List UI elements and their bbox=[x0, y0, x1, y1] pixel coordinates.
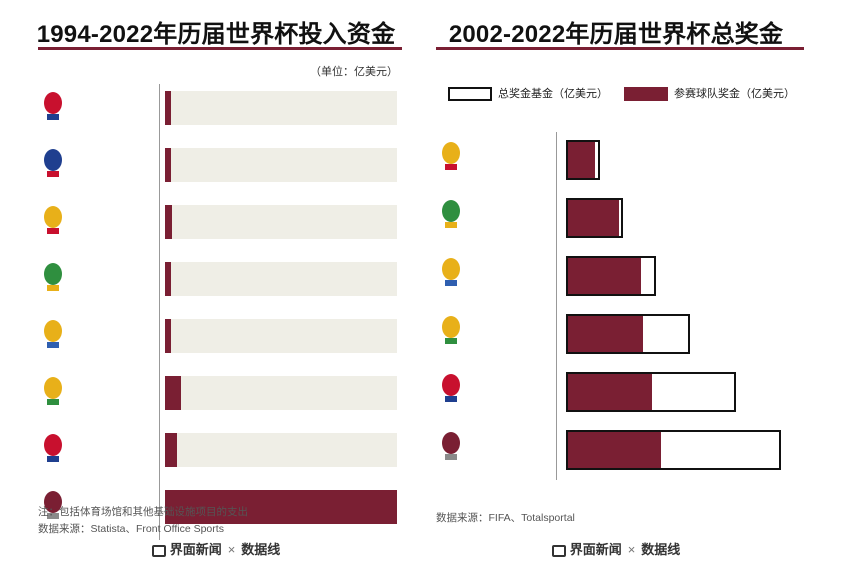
unit-label: （单位：亿美元） bbox=[310, 66, 398, 78]
legend-total-swatch bbox=[448, 87, 492, 102]
legend-prize-label: 参赛球队奖金（亿美元） bbox=[674, 88, 795, 100]
bar-track bbox=[165, 433, 397, 467]
bar-track bbox=[165, 91, 397, 125]
category-axis bbox=[556, 132, 557, 480]
investment-panel: 1994-2022年历届世界杯投入资金 （单位：亿美元） 注：包括体育场馆和其他… bbox=[20, 0, 412, 568]
team-prize-bar bbox=[568, 142, 595, 178]
bar-track bbox=[165, 262, 397, 296]
bar-track bbox=[165, 319, 397, 353]
footer: 界面新闻 × 数据线 bbox=[418, 539, 814, 558]
category-axis bbox=[159, 84, 160, 540]
world-cup-logo-icon bbox=[442, 374, 460, 402]
news-logo-icon bbox=[551, 544, 566, 557]
bar-track bbox=[165, 205, 397, 239]
footer-x: × bbox=[227, 542, 236, 557]
news-logo-icon bbox=[151, 544, 166, 557]
legend-total-label: 总奖金基金（亿美元） bbox=[498, 88, 608, 100]
world-cup-logo-icon bbox=[44, 434, 62, 462]
world-cup-logo-icon bbox=[442, 258, 460, 286]
prize-title: 2002-2022年历届世界杯总奖金 bbox=[448, 21, 784, 48]
world-cup-logo-icon bbox=[44, 491, 62, 519]
world-cup-logo-icon bbox=[442, 200, 460, 228]
prize-panel: 2002-2022年历届世界杯总奖金 总奖金基金（亿美元） 参赛球队奖金（亿美元… bbox=[418, 0, 814, 568]
data-source: 数据来源：Statista、Front Office Sports bbox=[38, 523, 224, 535]
investment-bar bbox=[165, 205, 173, 239]
world-cup-logo-icon bbox=[44, 92, 62, 120]
title-divider bbox=[436, 47, 804, 50]
investment-bar bbox=[165, 433, 178, 467]
investment-bar bbox=[165, 262, 171, 296]
investment-bar bbox=[165, 490, 397, 524]
world-cup-logo-icon bbox=[44, 149, 62, 177]
world-cup-logo-icon bbox=[442, 432, 460, 460]
footer-brand-2: 数据线 bbox=[641, 542, 681, 557]
world-cup-logo-icon bbox=[44, 263, 62, 291]
world-cup-logo-icon bbox=[44, 320, 62, 348]
world-cup-logo-icon bbox=[44, 206, 62, 234]
investment-bar bbox=[165, 319, 171, 353]
footer-brand: 界面新闻 bbox=[169, 542, 222, 557]
footnote: 注：包括体育场馆和其他基础设施项目的支出 bbox=[38, 506, 248, 518]
footer: 界面新闻 × 数据线 bbox=[20, 539, 412, 558]
world-cup-logo-icon bbox=[442, 142, 460, 170]
title-divider bbox=[38, 47, 402, 50]
footer-brand-2: 数据线 bbox=[241, 542, 281, 557]
legend-total: 总奖金基金（亿美元） bbox=[448, 85, 608, 102]
investment-title: 1994-2022年历届世界杯投入资金 bbox=[36, 21, 396, 48]
investment-bar bbox=[165, 148, 171, 182]
investment-bar bbox=[165, 376, 181, 410]
world-cup-logo-icon bbox=[44, 377, 62, 405]
investment-bar bbox=[165, 91, 171, 125]
data-source: 数据来源：FIFA、Totalsportal bbox=[436, 512, 575, 524]
team-prize-bar bbox=[568, 374, 652, 410]
bar-track bbox=[165, 148, 397, 182]
legend-prize: 参赛球队奖金（亿美元） bbox=[624, 85, 795, 102]
team-prize-bar bbox=[568, 200, 619, 236]
team-prize-bar bbox=[568, 432, 661, 468]
footer-x: × bbox=[627, 542, 636, 557]
world-cup-logo-icon bbox=[442, 316, 460, 344]
bar-track bbox=[165, 376, 397, 410]
team-prize-bar bbox=[568, 316, 643, 352]
team-prize-bar bbox=[568, 258, 641, 294]
legend-prize-swatch bbox=[624, 87, 668, 102]
footer-brand: 界面新闻 bbox=[569, 542, 622, 557]
